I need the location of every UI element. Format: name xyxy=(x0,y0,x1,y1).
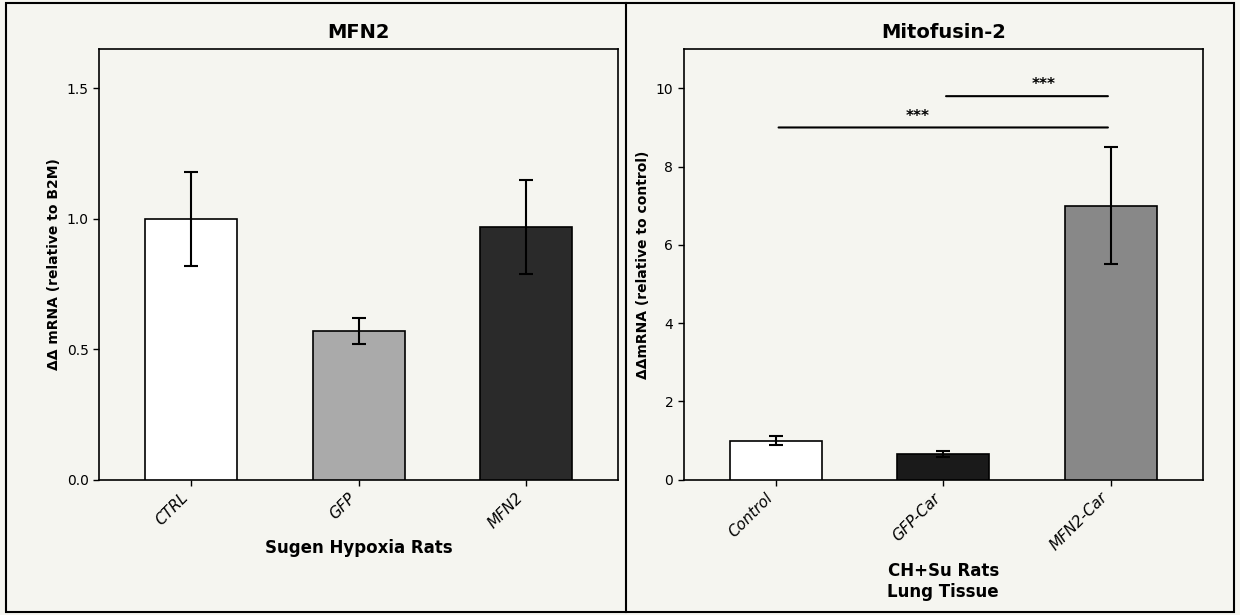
Text: ***: *** xyxy=(906,109,930,124)
Bar xyxy=(730,440,822,480)
X-axis label: Sugen Hypoxia Rats: Sugen Hypoxia Rats xyxy=(265,539,453,557)
Text: ***: *** xyxy=(1032,77,1055,92)
X-axis label: CH+Su Rats
Lung Tissue: CH+Su Rats Lung Tissue xyxy=(888,562,999,601)
Bar xyxy=(145,219,237,480)
Bar xyxy=(898,454,990,480)
Y-axis label: ΔΔmRNA (relative to control): ΔΔmRNA (relative to control) xyxy=(636,150,650,379)
Title: MFN2: MFN2 xyxy=(327,23,391,42)
Bar xyxy=(312,331,404,480)
Bar xyxy=(480,226,572,480)
Bar xyxy=(1065,206,1157,480)
Title: Mitofusin-2: Mitofusin-2 xyxy=(880,23,1006,42)
Y-axis label: ΔΔ mRNA (relative to B2M): ΔΔ mRNA (relative to B2M) xyxy=(47,159,61,370)
